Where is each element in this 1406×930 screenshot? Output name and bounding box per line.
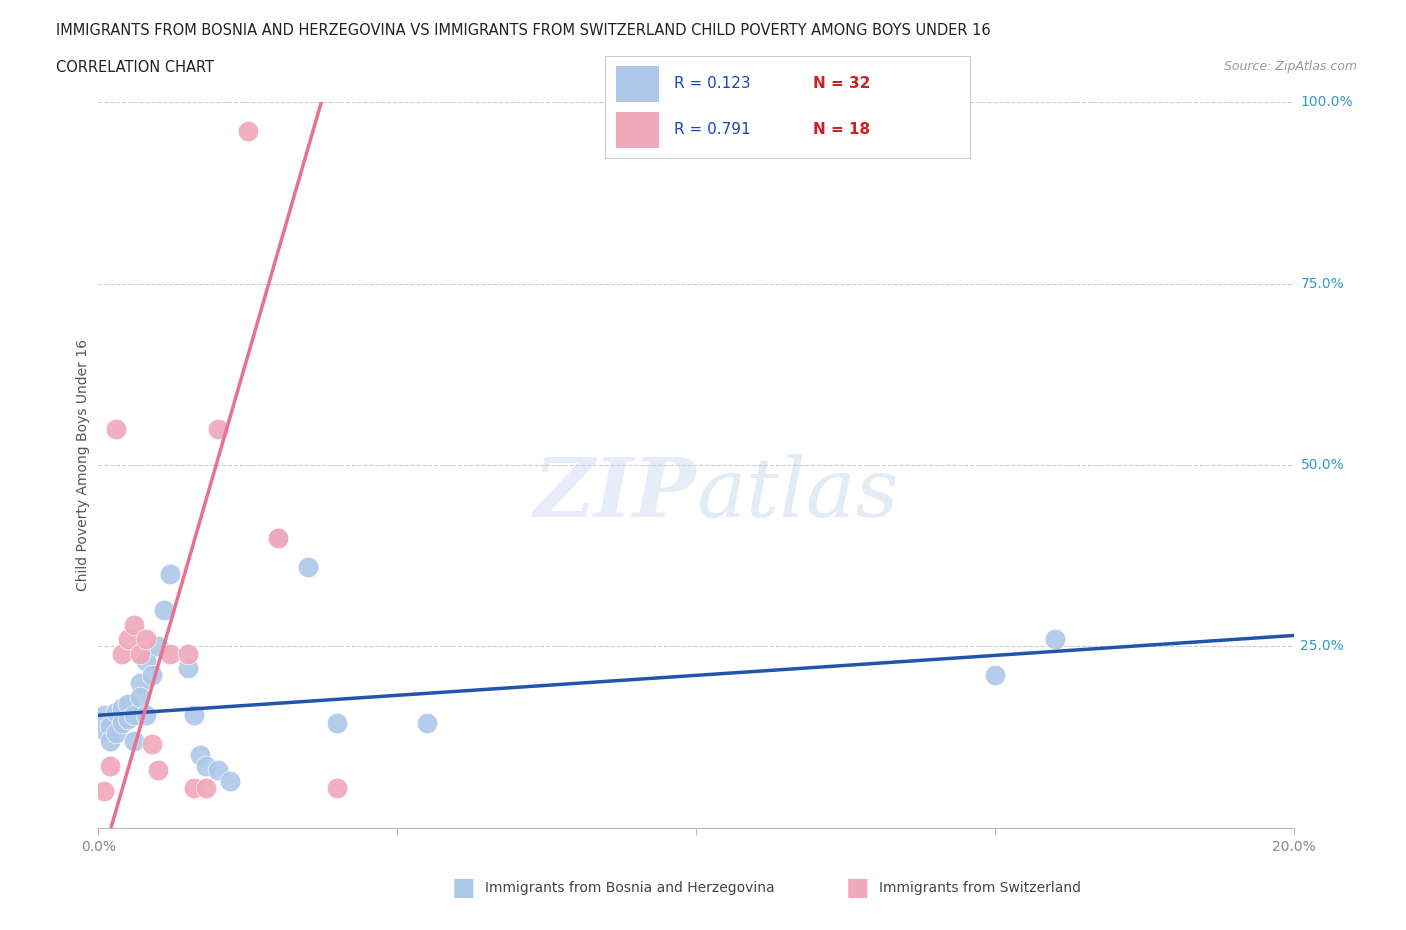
Point bbox=[117, 711, 139, 726]
Point bbox=[117, 697, 139, 711]
Point bbox=[124, 708, 146, 723]
Point bbox=[148, 763, 170, 777]
Point bbox=[1043, 631, 1066, 646]
Y-axis label: Child Poverty Among Boys Under 16: Child Poverty Among Boys Under 16 bbox=[76, 339, 90, 591]
Point bbox=[326, 780, 349, 795]
Bar bbox=[616, 66, 659, 102]
Point bbox=[153, 603, 176, 618]
Point bbox=[177, 646, 200, 661]
Point bbox=[177, 660, 200, 675]
Point bbox=[416, 715, 439, 730]
Text: 100.0%: 100.0% bbox=[1301, 95, 1353, 110]
Point bbox=[124, 618, 146, 632]
Point bbox=[129, 675, 152, 690]
Text: 75.0%: 75.0% bbox=[1301, 276, 1344, 291]
Point bbox=[983, 668, 1005, 683]
Point bbox=[219, 773, 242, 788]
Point bbox=[93, 708, 115, 723]
Point bbox=[194, 759, 218, 774]
Text: IMMIGRANTS FROM BOSNIA AND HERZEGOVINA VS IMMIGRANTS FROM SWITZERLAND CHILD POVE: IMMIGRANTS FROM BOSNIA AND HERZEGOVINA V… bbox=[56, 23, 991, 38]
Point bbox=[93, 784, 115, 799]
Point bbox=[183, 780, 205, 795]
Point bbox=[236, 124, 259, 139]
Point bbox=[93, 723, 115, 737]
Bar bbox=[616, 113, 659, 148]
Text: N = 32: N = 32 bbox=[813, 76, 870, 91]
Point bbox=[188, 748, 211, 763]
Point bbox=[297, 559, 319, 574]
Text: R = 0.791: R = 0.791 bbox=[673, 123, 751, 138]
Point bbox=[124, 733, 146, 748]
Text: R = 0.123: R = 0.123 bbox=[673, 76, 751, 91]
Point bbox=[129, 646, 152, 661]
Text: 50.0%: 50.0% bbox=[1301, 458, 1344, 472]
Point bbox=[98, 733, 122, 748]
Point bbox=[111, 700, 134, 715]
Text: ZIP: ZIP bbox=[533, 454, 696, 534]
Text: CORRELATION CHART: CORRELATION CHART bbox=[56, 60, 214, 75]
Point bbox=[159, 646, 181, 661]
Point bbox=[194, 780, 218, 795]
Point bbox=[129, 690, 152, 705]
Point bbox=[267, 530, 290, 545]
Text: Source: ZipAtlas.com: Source: ZipAtlas.com bbox=[1223, 60, 1357, 73]
Point bbox=[207, 421, 229, 436]
Text: ■: ■ bbox=[453, 876, 475, 900]
Point bbox=[98, 759, 122, 774]
Point bbox=[105, 704, 128, 719]
Text: ■: ■ bbox=[846, 876, 869, 900]
Point bbox=[183, 708, 205, 723]
Point bbox=[105, 726, 128, 741]
Point bbox=[105, 421, 128, 436]
Point bbox=[111, 646, 134, 661]
Point bbox=[98, 719, 122, 734]
Point bbox=[111, 715, 134, 730]
Point bbox=[141, 737, 163, 751]
Text: 25.0%: 25.0% bbox=[1301, 639, 1344, 654]
Point bbox=[135, 631, 157, 646]
Text: Immigrants from Switzerland: Immigrants from Switzerland bbox=[879, 881, 1081, 896]
Point bbox=[326, 715, 349, 730]
Point bbox=[135, 708, 157, 723]
Text: atlas: atlas bbox=[696, 454, 898, 534]
Text: N = 18: N = 18 bbox=[813, 123, 870, 138]
Point bbox=[267, 530, 290, 545]
Point bbox=[159, 566, 181, 581]
Point bbox=[135, 654, 157, 669]
Point bbox=[141, 668, 163, 683]
Point bbox=[148, 639, 170, 654]
Point bbox=[207, 763, 229, 777]
Point bbox=[117, 631, 139, 646]
Text: Immigrants from Bosnia and Herzegovina: Immigrants from Bosnia and Herzegovina bbox=[485, 881, 775, 896]
